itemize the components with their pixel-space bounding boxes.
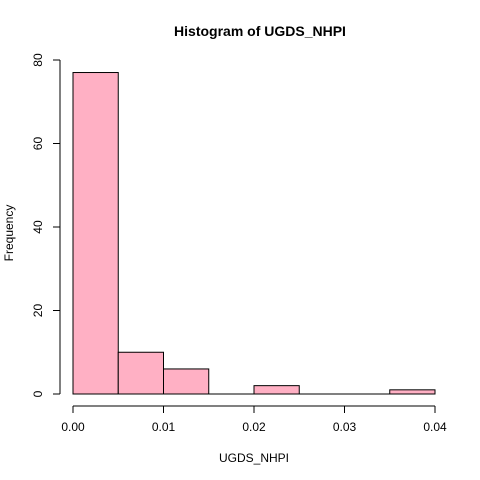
y-axis-label: Frequency (2, 205, 16, 262)
x-axis-label: UGDS_NHPI (219, 451, 289, 465)
y-tick-label: 0 (31, 390, 45, 397)
histogram-bar (72, 72, 119, 395)
x-tick-label: 0.01 (152, 420, 176, 434)
chart-title: Histogram of UGDS_NHPI (174, 23, 346, 39)
x-axis: 0.00 0.01 0.02 0.03 0.04 (61, 405, 447, 434)
y-tick-label: 80 (31, 53, 45, 67)
y-tick-label: 60 (31, 137, 45, 151)
bars-group (72, 72, 436, 395)
histogram-bar (389, 389, 436, 395)
x-tick-label: 0.03 (333, 420, 357, 434)
x-tick-label: 0.00 (61, 420, 85, 434)
histogram-bar (253, 385, 300, 395)
histogram-bar (163, 368, 210, 395)
x-tick-label: 0.04 (423, 420, 447, 434)
y-tick-label: 40 (31, 220, 45, 234)
histogram-bar (117, 351, 164, 395)
x-tick-label: 0.02 (242, 420, 266, 434)
y-tick-label: 20 (31, 304, 45, 318)
y-axis: 0 20 40 60 80 (31, 53, 61, 397)
